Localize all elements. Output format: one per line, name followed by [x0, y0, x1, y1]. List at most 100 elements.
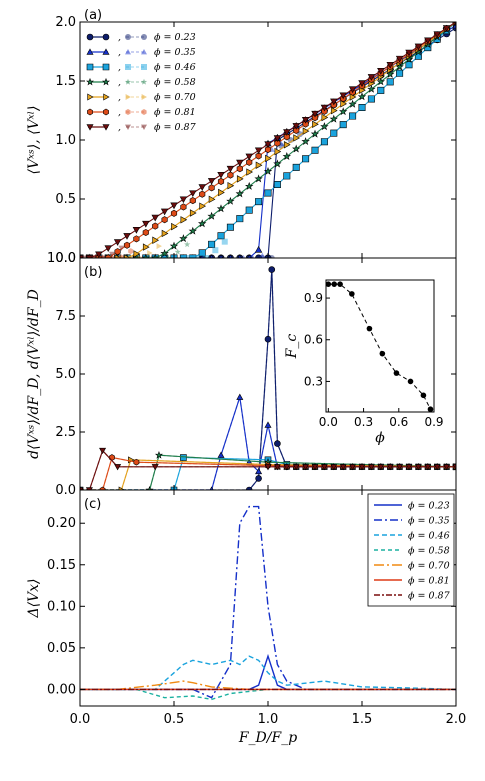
series-marker — [452, 464, 456, 471]
series-marker — [282, 152, 291, 160]
series-marker — [114, 248, 121, 256]
legend-entry: ϕ = 0.70 — [154, 92, 196, 103]
series-marker — [142, 243, 150, 251]
series-marker — [95, 251, 103, 258]
series-marker — [377, 464, 385, 471]
panel-c-plot-area — [80, 505, 456, 701]
series-marker — [118, 486, 125, 490]
series-marker-faded — [251, 255, 255, 258]
series-marker — [264, 189, 272, 197]
series-marker — [358, 464, 366, 471]
series-marker — [217, 177, 225, 186]
series-marker — [124, 254, 131, 258]
panel-c-x-tick-label: 1.5 — [352, 712, 373, 727]
series-marker — [208, 184, 215, 192]
legend-entry: ϕ = 0.87 — [408, 591, 451, 602]
legend-marker — [103, 108, 109, 116]
series-marker — [348, 86, 357, 94]
series-marker — [226, 196, 235, 205]
series-marker — [302, 464, 309, 471]
legend-marker-faded — [125, 34, 131, 40]
legend-marker — [102, 33, 110, 41]
series-marker — [330, 464, 338, 471]
series-marker — [330, 129, 338, 137]
series-marker — [227, 181, 235, 190]
series-marker — [236, 393, 244, 400]
panel-a-y-tick-label: 0.5 — [55, 192, 76, 207]
series-marker — [236, 175, 244, 183]
series-marker — [236, 215, 244, 223]
series-marker — [386, 78, 394, 86]
legend-marker-faded — [125, 49, 131, 55]
series-marker — [424, 464, 432, 471]
panel-a-ylabel: ⟨Vˣˢ⟩, ⟨Vˣˡ⟩ — [26, 105, 42, 174]
series-marker — [189, 190, 197, 198]
series-marker — [348, 99, 357, 108]
inset-x-tick-label: 0.6 — [389, 415, 408, 429]
series-marker — [310, 129, 320, 138]
series-marker — [274, 464, 281, 471]
series-marker — [424, 37, 432, 45]
series-marker-faded — [137, 255, 144, 258]
series-marker — [340, 100, 348, 108]
panel-c-x-tick-label: 2.0 — [446, 712, 467, 727]
legend-marker-faded — [141, 124, 147, 130]
series-marker — [320, 138, 328, 146]
series-marker — [433, 464, 441, 471]
legend-marker-faded — [141, 49, 147, 55]
series-marker-faded — [193, 255, 200, 258]
panel-c-y-tick-label: 0.05 — [47, 641, 76, 656]
series-marker — [311, 146, 319, 154]
series-marker — [245, 486, 253, 490]
series-marker — [246, 158, 253, 166]
legend-entry: ϕ = 0.23 — [408, 501, 450, 512]
panel-b-ylabel: d⟨Vˣˢ⟩/dF_D, d⟨Vˣˡ⟩/dF_D — [26, 289, 42, 459]
series-marker — [349, 464, 356, 471]
panel-c-xlabel: F_D/F_p — [238, 730, 297, 746]
panel-b: 0.0 2.5 5.0 7.5 10.0 (b) d⟨Vˣˢ⟩/dF_D, d⟨Vˣˡ⟩/d… — [26, 251, 457, 498]
series-marker — [217, 171, 225, 179]
series-marker — [273, 180, 281, 188]
series-marker — [226, 223, 234, 231]
series-marker — [433, 31, 441, 39]
series-marker-faded — [202, 255, 209, 258]
series-marker — [301, 137, 310, 146]
series-marker — [142, 228, 149, 237]
legend-marker-faded — [125, 64, 131, 70]
series-marker — [367, 84, 376, 93]
legend-entry: ϕ = 0.35 — [408, 516, 450, 527]
panel-c-y-tick-label: 0.20 — [47, 516, 76, 531]
legend-entry: ϕ = 0.46 — [154, 62, 196, 73]
legend-entry: ϕ = 0.70 — [408, 561, 450, 572]
panel-a-y-tick-label: 0.0 — [55, 251, 76, 266]
inset-frame — [325, 279, 435, 413]
series-marker — [123, 233, 131, 240]
panel-b-letter: (b) — [84, 265, 102, 280]
series-marker — [180, 454, 187, 461]
series-marker — [245, 458, 253, 465]
series-line — [80, 655, 456, 691]
panel-c-y-tick-label: 0.15 — [47, 558, 76, 573]
series-marker — [151, 253, 160, 258]
series-marker — [274, 440, 281, 447]
legend-marker-faded — [140, 78, 148, 85]
series-marker — [179, 234, 188, 243]
series-marker — [199, 202, 207, 210]
series-marker — [152, 236, 160, 244]
series-marker — [386, 464, 394, 471]
series-marker — [99, 447, 107, 455]
series-marker — [160, 249, 169, 258]
series-marker-faded — [259, 252, 266, 258]
series-marker — [151, 214, 159, 222]
series-marker — [255, 152, 262, 160]
series-marker — [273, 159, 282, 168]
panel-c-y-tick-label: 0.10 — [47, 599, 76, 614]
series-marker — [170, 209, 178, 217]
legend-marker — [103, 93, 110, 101]
series-marker — [339, 92, 347, 100]
series-marker-faded — [118, 255, 125, 258]
series-marker — [226, 165, 235, 173]
series-marker — [245, 206, 253, 214]
legend-entry: ϕ = 0.58 — [154, 77, 196, 88]
legend-marker-faded — [141, 34, 147, 40]
